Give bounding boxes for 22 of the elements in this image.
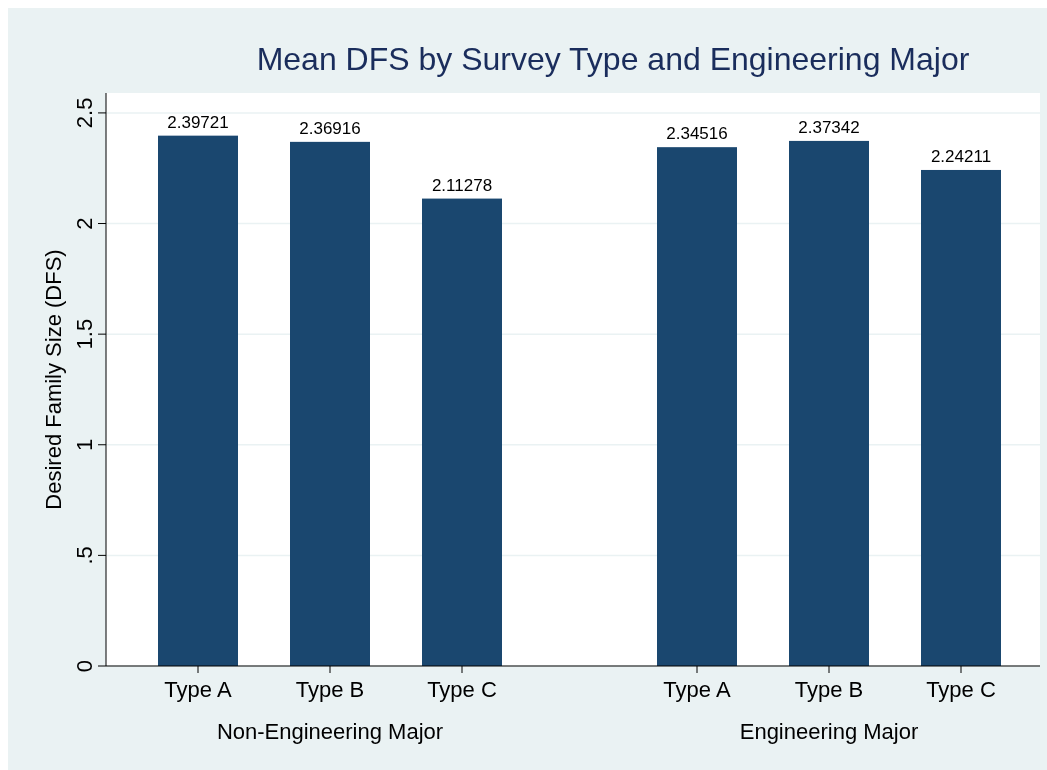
y-tick-label: 2.5 [72, 97, 97, 129]
x-tick-label: Type C [926, 677, 996, 702]
y-tick-label: 1.5 [72, 318, 97, 350]
x-tick-label: Type B [794, 677, 864, 702]
data-label: 2.37342 [798, 117, 860, 137]
y-tick-label: 1 [72, 438, 97, 451]
y-tick-label: 2 [72, 217, 97, 230]
x-tick-label: Type A [164, 677, 232, 702]
data-label: 2.39721 [167, 112, 229, 132]
x-tick-label: Type C [427, 677, 497, 702]
data-label: 2.36916 [299, 118, 361, 138]
data-label: 2.34516 [666, 124, 728, 144]
x-tick-label: Type A [663, 677, 731, 702]
chart-title: Mean DFS by Survey Type and Engineering Major [256, 41, 970, 77]
data-label: 2.11278 [431, 175, 493, 195]
y-axis-title: Desired Family Size (DFS) [41, 249, 66, 510]
x-tick-label: Type B [295, 677, 365, 702]
y-tick-label: 0 [72, 659, 97, 673]
text: Non-Engineering Major [216, 719, 444, 744]
data-label: 2.24211 [930, 146, 992, 166]
y-tick-label: .5 [72, 546, 97, 565]
text: Engineering Major [739, 719, 919, 744]
